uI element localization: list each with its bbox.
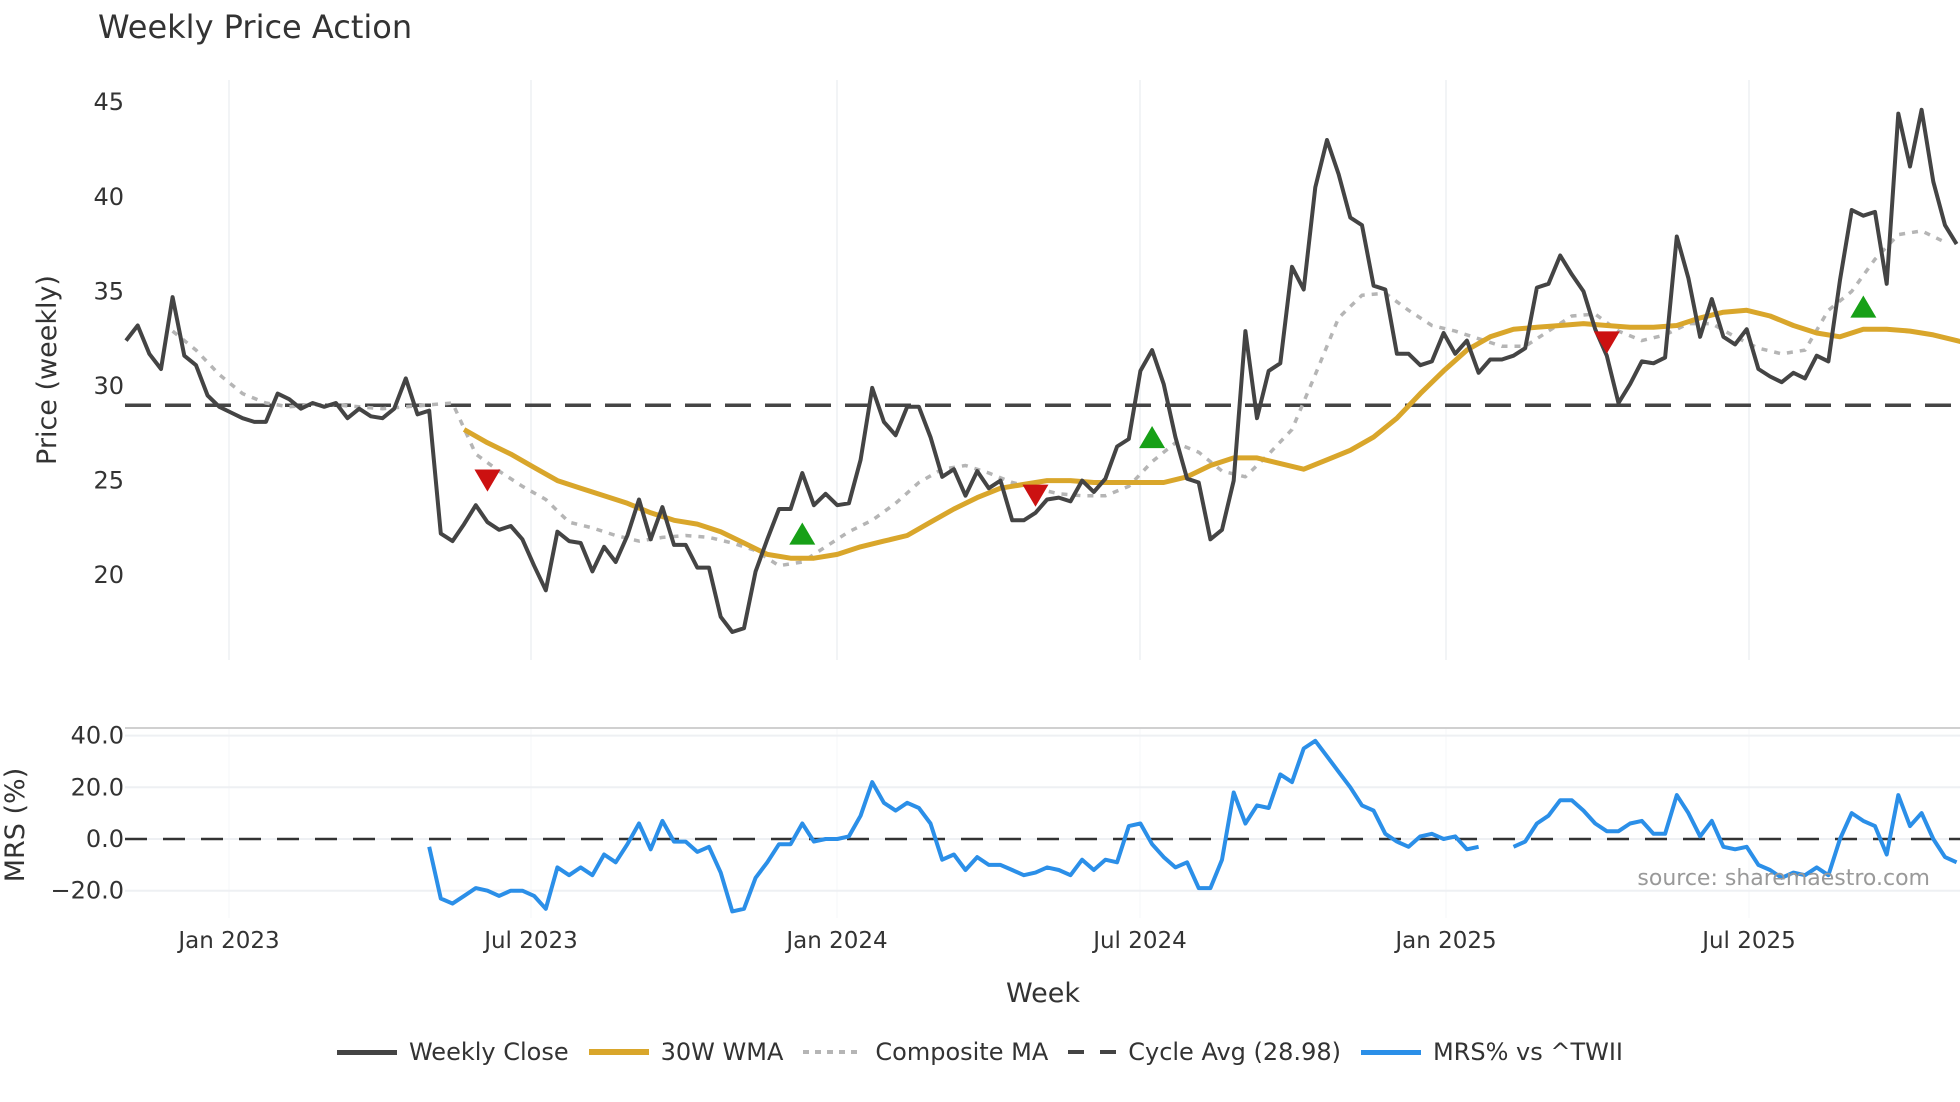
x-tick-label: Jul 2025 — [1700, 928, 1796, 954]
x-tick-label: Jul 2023 — [482, 928, 578, 954]
legend-swatch-icon — [336, 1049, 397, 1055]
buy-signal-triangle-up-icon — [1850, 295, 1877, 318]
legend-swatch-icon — [1068, 1050, 1117, 1054]
x-tick-label: Jan 2023 — [176, 928, 279, 954]
y-tick-label: 20.0 — [71, 773, 124, 801]
y-tick-label: 30 — [93, 372, 124, 400]
buy-signal-triangle-up-icon — [1139, 426, 1166, 449]
mrs-line — [1512, 793, 1958, 880]
legend-swatch-icon — [1360, 1049, 1421, 1055]
x-tick-label: Jul 2024 — [1091, 928, 1187, 954]
composite-ma-line — [171, 229, 1946, 568]
weekly-close-line — [124, 107, 1959, 634]
legend-swatch-icon — [803, 1050, 864, 1054]
x-axis: Jan 2023 Jul 2023 Jan 2024 Jul 2024 Jan 2025… — [176, 928, 1795, 1009]
price-y-axis: 20 25 30 35 40 45 Price (weekly) — [32, 88, 124, 589]
legend-label: Composite MA — [875, 1038, 1049, 1066]
y-tick-label: −20.0 — [50, 877, 124, 905]
legend-label: 30W WMA — [660, 1038, 784, 1066]
legend-label: MRS% vs ^TWII — [1432, 1038, 1624, 1066]
y-tick-label: 40 — [93, 183, 124, 211]
mrs-line — [427, 738, 1480, 914]
signal-markers — [474, 295, 1877, 545]
sell-signal-triangle-down-icon — [1022, 484, 1049, 507]
legend-item-mrs[interactable]: MRS% vs ^TWII — [1360, 1038, 1624, 1066]
y-tick-label: 40.0 — [71, 722, 124, 750]
x-axis-title: Week — [1006, 978, 1080, 1009]
sell-signal-triangle-down-icon — [1593, 331, 1620, 354]
price-gridlines — [228, 80, 1750, 660]
legend: Weekly Close 30W WMA Composite MA Cycle Avg… — [0, 1034, 1960, 1070]
mrs-y-axis: −20.0 0.0 20.0 40.0 MRS (%) — [0, 722, 124, 905]
y-tick-label: 35 — [93, 277, 124, 305]
wma-30w-line — [462, 307, 1960, 561]
legend-swatch-icon — [588, 1049, 649, 1055]
y-tick-label: 25 — [93, 467, 124, 495]
x-tick-label: Jan 2025 — [1393, 928, 1496, 954]
legend-label: Cycle Avg (28.98) — [1128, 1038, 1341, 1066]
chart-title: Weekly Price Action — [98, 8, 413, 46]
mrs-series — [125, 738, 1960, 914]
legend-item-wma[interactable]: 30W WMA — [588, 1038, 784, 1066]
x-tick-label: Jan 2024 — [784, 928, 887, 954]
y-tick-label: 20 — [93, 561, 124, 589]
legend-item-composite[interactable]: Composite MA — [803, 1038, 1048, 1066]
buy-signal-triangle-up-icon — [789, 522, 816, 545]
y-tick-label: 0.0 — [86, 825, 124, 853]
legend-item-cycle[interactable]: Cycle Avg (28.98) — [1068, 1038, 1341, 1066]
mrs-axis-title: MRS (%) — [0, 768, 31, 883]
legend-label: Weekly Close — [408, 1038, 569, 1066]
price-series — [124, 107, 1960, 634]
legend-item-close[interactable]: Weekly Close — [336, 1038, 569, 1066]
sell-signal-triangle-down-icon — [474, 469, 501, 492]
y-tick-label: 45 — [93, 88, 124, 116]
price-axis-title: Price (weekly) — [32, 275, 63, 465]
source-note: source: sharemaestro.com — [1637, 866, 1930, 891]
